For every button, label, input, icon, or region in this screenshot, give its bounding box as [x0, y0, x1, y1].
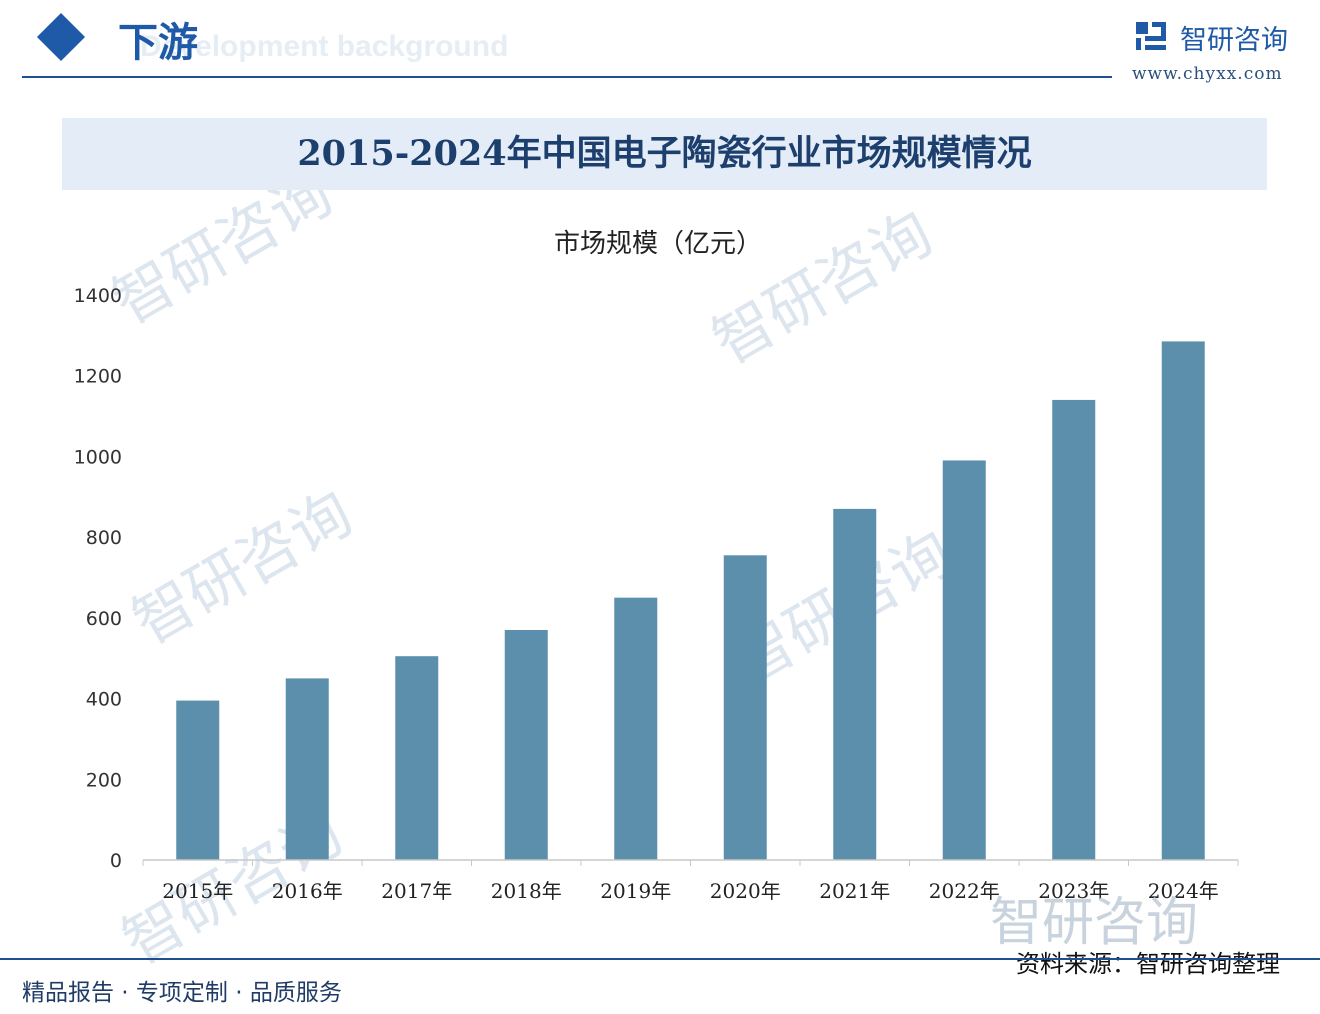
title-banner	[62, 118, 1267, 190]
x-tick-label: 2015年	[162, 879, 233, 903]
y-tick-label: 600	[86, 608, 122, 630]
x-tick-label: 2021年	[819, 879, 890, 903]
bar	[833, 508, 877, 860]
bar	[723, 555, 767, 860]
y-tick-label: 0	[110, 850, 122, 872]
x-tick-label: 2016年	[272, 879, 343, 903]
section-title: 下游	[118, 19, 198, 66]
x-tick-label: 2019年	[600, 879, 671, 903]
footer-divider	[0, 958, 1320, 960]
x-tick-label: 2017年	[381, 879, 452, 903]
x-tick-label: 2024年	[1148, 879, 1219, 903]
chart-title: 2015-2024年中国电子陶瓷行业市场规模情况	[297, 133, 1032, 174]
bar	[176, 700, 220, 860]
brand-url: www.chyxx.com	[1132, 64, 1283, 84]
bar	[504, 629, 548, 860]
bar	[395, 656, 439, 860]
y-tick-label: 800	[86, 527, 122, 549]
y-tick-label: 1400	[74, 285, 122, 307]
footer-tagline: 精品报告 · 专项定制 · 品质服务	[22, 980, 342, 1006]
x-tick-label: 2022年	[929, 879, 1000, 903]
x-tick-label: 2023年	[1038, 879, 1109, 903]
bar	[942, 460, 986, 860]
section-subtitle: Development background	[140, 30, 509, 63]
bar	[1052, 399, 1096, 860]
brand-logo-icon	[1136, 22, 1166, 50]
x-tick-label: 2020年	[710, 879, 781, 903]
y-tick-label: 1200	[74, 366, 122, 388]
x-tick-label: 2018年	[491, 879, 562, 903]
y-tick-label: 400	[86, 689, 122, 711]
y-tick-label: 1000	[74, 446, 122, 468]
bar	[285, 678, 329, 860]
header-divider	[22, 76, 1112, 78]
watermark-brand: 智研咨询	[990, 893, 1199, 953]
brand-name: 智研咨询	[1180, 25, 1288, 56]
y-axis-label: 市场规模（亿元）	[554, 229, 762, 259]
source-note: 资料来源：智研咨询整理	[1016, 950, 1280, 978]
y-tick-label: 200	[86, 769, 122, 791]
bar	[1161, 341, 1205, 860]
bar	[614, 597, 658, 860]
